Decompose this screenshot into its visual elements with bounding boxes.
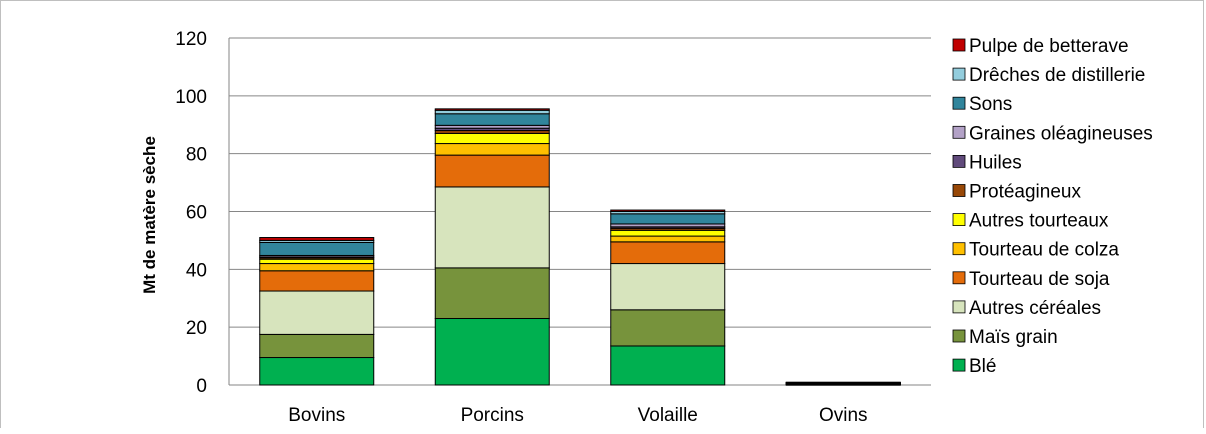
bar-segment (259, 237, 375, 241)
legend-swatch (952, 125, 966, 139)
bar-segment (434, 113, 550, 126)
y-axis-ticks: 0 20 40 60 80 100 120 (175, 29, 207, 397)
legend-swatch (952, 96, 966, 110)
x-tick-label: Porcins (461, 405, 524, 426)
bar-segment (610, 241, 726, 265)
legend-swatch (952, 300, 966, 314)
legend-label: Autres tourteaux (969, 211, 1109, 232)
y-tick-label: 20 (186, 318, 207, 339)
bar-segment (610, 235, 726, 243)
bars (259, 108, 901, 386)
bar-segment (259, 241, 375, 256)
bar-segment (434, 109, 550, 115)
bar-segment (785, 381, 901, 384)
legend-label: Huiles (969, 152, 1022, 173)
y-tick-label: 40 (186, 260, 207, 281)
bar-segment (434, 317, 550, 386)
legend-swatch (952, 67, 966, 81)
bar-segment (610, 229, 726, 237)
legend-label: Drêches de distillerie (969, 65, 1145, 86)
legend-swatch (952, 242, 966, 256)
legend-label: Graines oléagineuses (969, 123, 1153, 144)
legend-swatch (952, 154, 966, 168)
legend-label: Sons (969, 94, 1012, 115)
legend-label: Autres céréales (969, 298, 1101, 319)
legend-swatch (952, 329, 966, 343)
bar-segment (259, 333, 375, 359)
bar-segment (434, 186, 550, 269)
bar-segment (610, 309, 726, 347)
legend-label: Tourteau de soja (969, 269, 1110, 290)
bar-segment (259, 357, 375, 386)
bar-segment (434, 154, 550, 188)
y-tick-label: 80 (186, 145, 207, 166)
legend-swatch (952, 358, 966, 372)
x-tick-label: Volaille (638, 405, 698, 426)
legend-swatch (952, 271, 966, 285)
bar-segment (259, 270, 375, 292)
bar-segment (434, 132, 550, 145)
bar-segment (610, 213, 726, 225)
bar-segment (434, 108, 550, 111)
legend-label: Maïs grain (969, 327, 1058, 348)
bar-segment (610, 345, 726, 386)
legend-label: Pulpe de betterave (969, 36, 1129, 57)
bar-segment (610, 263, 726, 311)
x-tick-label: Bovins (288, 405, 345, 426)
legend-label: Blé (969, 356, 996, 377)
bar-segment (434, 267, 550, 319)
x-tick-label: Ovins (819, 405, 868, 426)
legend-swatch (952, 38, 966, 52)
y-tick-label: 60 (186, 203, 207, 224)
legend-label: Protéagineux (969, 182, 1081, 203)
legend: Pulpe de betterave Drêches de distillerie… (952, 36, 1153, 377)
bar-segment (610, 209, 726, 213)
bar-segment (434, 143, 550, 156)
y-tick-label: 0 (196, 376, 207, 397)
bar-segment (259, 258, 375, 265)
bar-segment (259, 290, 375, 335)
y-tick-label: 100 (175, 87, 207, 108)
y-tick-label: 120 (175, 29, 207, 50)
x-axis-ticks: Bovins Porcins Volaille Ovins (288, 405, 867, 426)
legend-label: Tourteau de colza (969, 240, 1119, 261)
legend-swatch (952, 184, 966, 197)
y-axis-label: Mt de matère sèche (140, 136, 159, 294)
legend-swatch (952, 213, 966, 227)
bar-segment (259, 263, 375, 272)
